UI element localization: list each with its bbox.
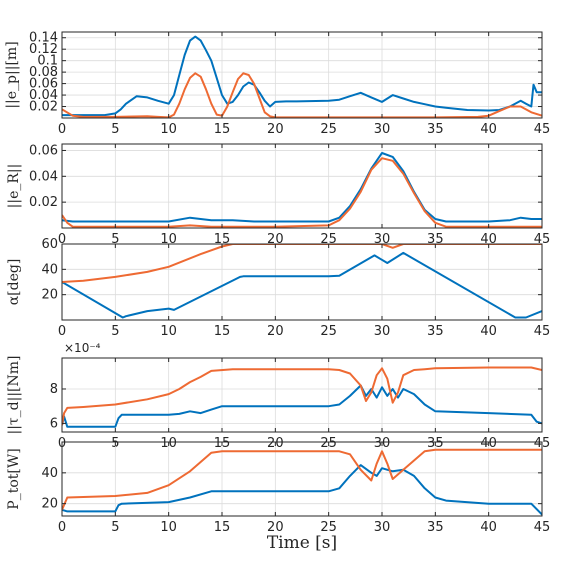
x-tick-label: 40 [480,122,497,137]
x-tick-label: 15 [214,520,231,535]
x-tick-label: 5 [111,520,119,535]
x-tick-label: 40 [480,232,497,247]
panel-1: 0 5 10 15 20 25 30 35 40 450.020.040.060.080.10.1… [4,31,550,137]
y-axis-label: ||e_p||[m] [4,41,20,108]
y-tick-label: 0.06 [29,77,58,92]
x-tick-label: 0 [58,520,66,535]
y-tick-label: 0.1 [37,54,58,69]
series-line-blue [62,464,542,516]
y-tick-label: 20 [41,497,58,512]
axes-box [61,143,543,229]
y-tick-label: 40 [41,262,58,277]
series-line-blue [62,152,542,223]
x-tick-label: 5 [111,232,119,247]
series-line-blue [62,384,542,428]
y-tick-label: 0.02 [29,195,58,210]
y-tick-label: 0.06 [29,143,58,158]
y-tick-label: 60 [41,237,58,252]
x-tick-label: 45 [534,232,551,247]
x-tick-label: 10 [160,232,177,247]
x-tick-label: 30 [374,324,391,339]
y-axis-label: α[deg] [6,259,22,306]
x-tick-label: 15 [214,232,231,247]
series-line-blue [62,251,542,319]
panel-5: 0 5 10 15 20 25 30 35 40 45 20 40 P_tot[W] Time [s] [6,441,551,553]
series-line-orange [62,366,542,426]
x-tick-label: 25 [320,324,337,339]
panel-3: 0 5 10 15 20 25 30 35 40 45 20 40 60 α[deg] [6,237,550,339]
y-axis-label: ||τ_d||[Nm] [6,355,22,434]
x-tick-label: 30 [374,232,391,247]
x-tick-label: 45 [534,122,551,137]
series-line-orange [62,448,542,511]
y-tick-label: 0.12 [29,42,58,57]
x-tick-label: 20 [267,122,284,137]
y-tick-label: 0.14 [29,31,58,46]
axes-box [61,441,543,517]
x-tick-label: 20 [267,232,284,247]
y-tick-label: 0.04 [29,88,58,103]
x-tick-label: 0 [58,324,66,339]
x-tick-label: 25 [320,520,337,535]
y-exponent-label: ×10⁻⁴ [64,341,101,355]
x-tick-label: 35 [427,232,444,247]
x-tick-label: 20 [267,520,284,535]
y-tick-label: 0.08 [29,65,58,80]
series-line-orange [62,157,542,228]
x-tick-label: 0 [58,232,66,247]
x-tick-label: 10 [160,324,177,339]
series-line-blue [62,35,542,117]
x-tick-label: 30 [374,122,391,137]
axes-box [61,357,543,433]
x-tick-label: 10 [160,122,177,137]
x-axis-label: Time [s] [267,533,337,553]
y-tick-label: 0.02 [29,100,58,115]
x-tick-label: 25 [320,122,337,137]
y-tick-label: 8 [50,382,58,397]
x-tick-label: 25 [320,232,337,247]
y-tick-label: 40 [41,466,58,481]
x-tick-label: 0 [58,122,66,137]
y-tick-label: 0.04 [29,169,58,184]
x-tick-label: 20 [267,324,284,339]
x-tick-label: 40 [480,520,497,535]
x-tick-label: 35 [427,122,444,137]
x-tick-label: 30 [374,520,391,535]
y-axis-label: P_tot[W] [6,448,22,509]
x-tick-label: 5 [111,324,119,339]
axes-box [61,31,543,119]
x-tick-label: 40 [480,324,497,339]
x-tick-label: 45 [534,520,551,535]
y-tick-label: 6 [50,416,58,431]
x-tick-label: 35 [427,520,444,535]
x-tick-label: 10 [160,520,177,535]
y-tick-label: 20 [41,288,58,303]
axes-box [61,243,543,321]
x-tick-label: 15 [214,122,231,137]
y-axis-label: ||e_R|| [6,164,22,209]
x-tick-label: 35 [427,324,444,339]
x-tick-label: 5 [111,122,119,137]
x-tick-label: 15 [214,324,231,339]
x-tick-label: 45 [534,324,551,339]
panel-2: 0 5 10 15 20 25 30 35 40 45 0.02 0.04 0.06 ||e_R|| [6,143,550,247]
series-line-orange [62,244,542,283]
